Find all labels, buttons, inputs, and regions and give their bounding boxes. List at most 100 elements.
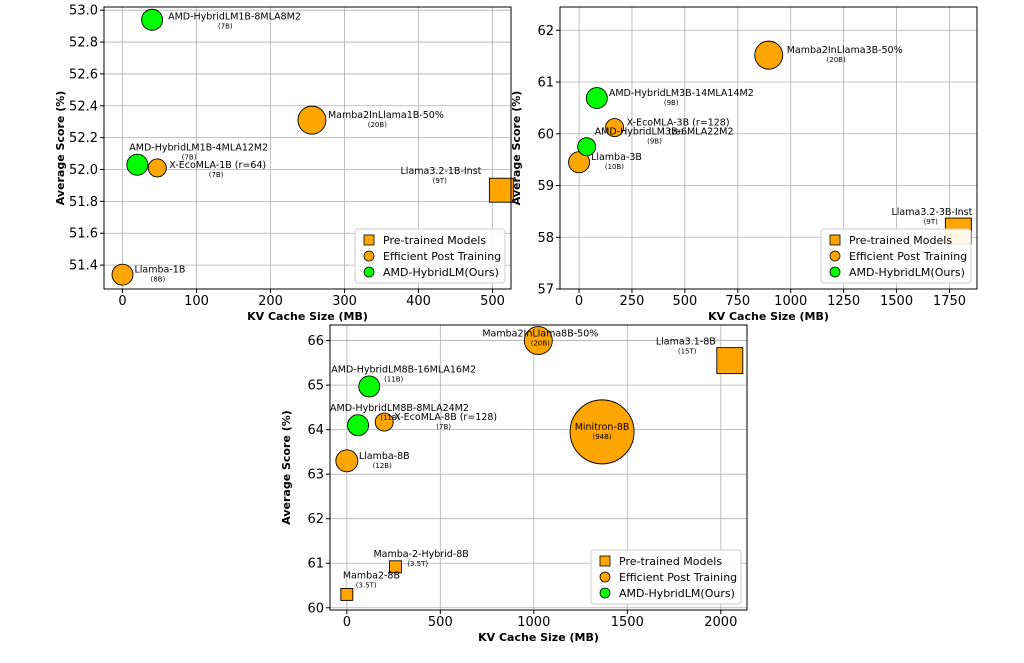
point-label: AMD-HybridLM8B-8MLA24M2: [330, 403, 469, 414]
y-tick-label: 51.4: [69, 259, 98, 274]
y-axis-label: Average Score (%): [510, 91, 523, 206]
point-sublabel: (20B): [368, 121, 387, 129]
x-tick-label: 0: [343, 615, 351, 630]
point-marker-circle: [297, 105, 327, 135]
legend: Pre-trained Models Efficient Post Trainin…: [354, 228, 506, 284]
y-tick-label: 60: [307, 601, 324, 616]
point-marker-circle: [126, 153, 149, 176]
point-sublabel: (7B): [436, 423, 451, 431]
point-marker-circle: [141, 8, 164, 31]
legend-marker-square: [363, 234, 375, 246]
plot-frame: [559, 6, 978, 290]
point-sublabel: (9B): [664, 99, 679, 107]
point-label: Mamba2InLlama3B-50%: [787, 45, 903, 56]
point-marker-square: [388, 560, 402, 574]
point-label: Mamba-2-Hybrid-8B: [373, 549, 468, 560]
legend-box: [820, 228, 972, 284]
point-marker-circle: [585, 87, 608, 110]
x-tick-label: 1250: [827, 294, 860, 309]
point-marker-circle: [374, 412, 394, 432]
point-label: AMD-HybridLM3B-14MLA14M2: [609, 88, 754, 99]
legend-label: AMD-HybridLM(Ours): [383, 266, 499, 279]
legend-label: Efficient Post Training: [619, 571, 737, 584]
point-marker-circle: [335, 449, 359, 473]
y-tick-label: 65: [307, 379, 324, 394]
point-label: Llama3.1-8B: [656, 337, 716, 348]
point-marker-circle: [523, 326, 553, 356]
point-sublabel: (11B): [380, 414, 399, 422]
point-label: AMD-HybridLM8B-16MLA16M2: [331, 364, 476, 375]
x-tick-label: 2000: [704, 615, 737, 630]
x-tick-label: 500: [428, 615, 453, 630]
legend-box: [354, 228, 506, 284]
y-tick-label: 52.8: [69, 36, 98, 51]
point-marker-square: [340, 587, 354, 601]
plot-frame: [329, 324, 748, 611]
point-marker-square: [488, 177, 514, 203]
legend: Pre-trained Models Efficient Post Trainin…: [820, 228, 972, 284]
x-tick-label: 750: [725, 294, 750, 309]
point-label: Llama3.2-1B-Inst: [401, 166, 482, 177]
legend-marker-square: [829, 234, 841, 246]
y-tick-label: 60: [537, 127, 554, 142]
legend-label: Pre-trained Models: [619, 555, 722, 568]
point-sublabel: (20B): [827, 56, 846, 64]
point-marker-circle: [569, 399, 635, 465]
x-axis-label: KV Cache Size (MB): [708, 310, 829, 323]
x-tick-label: 0: [118, 294, 126, 309]
legend-marker-circle: [829, 266, 841, 278]
y-tick-label: 52.2: [69, 131, 98, 146]
legend-marker-circle: [599, 571, 611, 583]
point-sublabel: (7B): [182, 154, 197, 162]
point-sublabel: (10B): [605, 163, 624, 171]
point-label: X-EcoMLA-3B (r=128): [627, 118, 730, 129]
point-label: Llamba-8B: [359, 451, 410, 462]
y-tick-label: 59: [537, 179, 554, 194]
point-sublabel: (3.5T): [407, 560, 428, 568]
point-sublabel: (3.5T): [356, 581, 377, 589]
point-sublabel: (9B): [647, 138, 662, 146]
point-label: Llama3.2-3B-Inst: [892, 207, 973, 218]
x-tick-label: 0: [575, 294, 583, 309]
point-sublabel: (7B): [669, 129, 684, 137]
legend-marker-circle: [829, 250, 841, 262]
y-tick-label: 58: [537, 231, 554, 246]
chart-panel-p3: 0 500 1000 1500 2000 60 61 62 63 64 65 66 KV Cache S…: [280, 324, 748, 644]
y-tick-label: 61: [537, 76, 554, 91]
point-marker-circle: [577, 137, 597, 157]
point-sublabel: (15T): [678, 348, 697, 356]
point-sublabel: (8B): [151, 276, 166, 284]
point-label: Minitron-8B: [575, 422, 630, 433]
point-sublabel: (9T): [433, 177, 447, 185]
point-marker-circle: [347, 414, 369, 437]
chart-panel-p2: 0 250 500 750 1000 1250 1500 1750 57 58 59 60 61 62 KV…: [510, 6, 978, 323]
y-tick-label: 61: [307, 557, 324, 572]
plot-frame: [103, 6, 512, 290]
x-tick-label: 1000: [774, 294, 807, 309]
x-tick-label: 250: [620, 294, 645, 309]
x-tick-label: 100: [184, 294, 209, 309]
legend-marker-square: [599, 555, 611, 567]
x-axis-label: KV Cache Size (MB): [478, 631, 599, 644]
point-sublabel: (12B): [373, 462, 392, 470]
x-tick-label: 1750: [933, 294, 966, 309]
point-sublabel: (20B): [531, 340, 550, 348]
legend-label: AMD-HybridLM(Ours): [849, 266, 965, 279]
point-sublabel: (94B): [592, 433, 611, 441]
point-label: Llamba-1B: [135, 265, 186, 276]
legend-label: AMD-HybridLM(Ours): [619, 587, 735, 600]
x-axis-label: KV Cache Size (MB): [247, 310, 368, 323]
point-marker-square: [716, 347, 744, 375]
y-tick-label: 63: [307, 468, 324, 483]
y-tick-label: 57: [537, 283, 554, 298]
point-label: X-EcoMLA-1B (r=64): [169, 160, 266, 171]
point-marker-circle: [605, 118, 625, 138]
point-label: Llamba-3B: [591, 152, 642, 163]
point-label: X-EcoMLA-8B (r=128): [394, 412, 497, 423]
point-sublabel: (11B): [384, 375, 403, 383]
chart-panel-p1: 0 100 200 300 400 500 51.4 51.6 51.8 52.0 52.2 52.4…: [54, 4, 514, 323]
legend: Pre-trained Models Efficient Post Trainin…: [590, 549, 742, 605]
point-label: AMD-HybridLM1B-8MLA8M2: [168, 12, 301, 23]
y-tick-label: 53.0: [69, 4, 98, 19]
